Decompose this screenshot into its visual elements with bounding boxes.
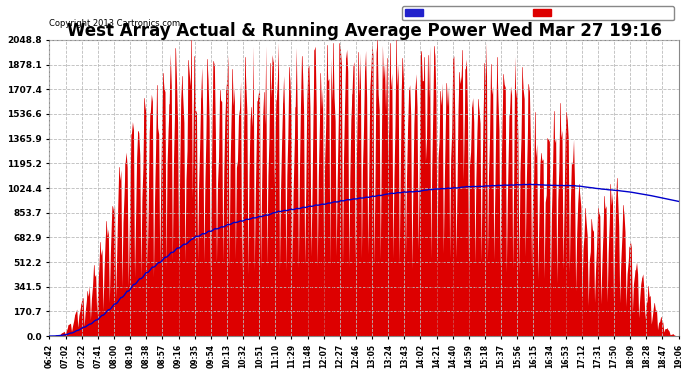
Legend: Average  (DC Watts), West Array  (DC Watts): Average (DC Watts), West Array (DC Watts…: [402, 6, 674, 20]
Title: West Array Actual & Running Average Power Wed Mar 27 19:16: West Array Actual & Running Average Powe…: [66, 22, 662, 40]
Text: Copyright 2013 Cartronics.com: Copyright 2013 Cartronics.com: [50, 19, 181, 28]
